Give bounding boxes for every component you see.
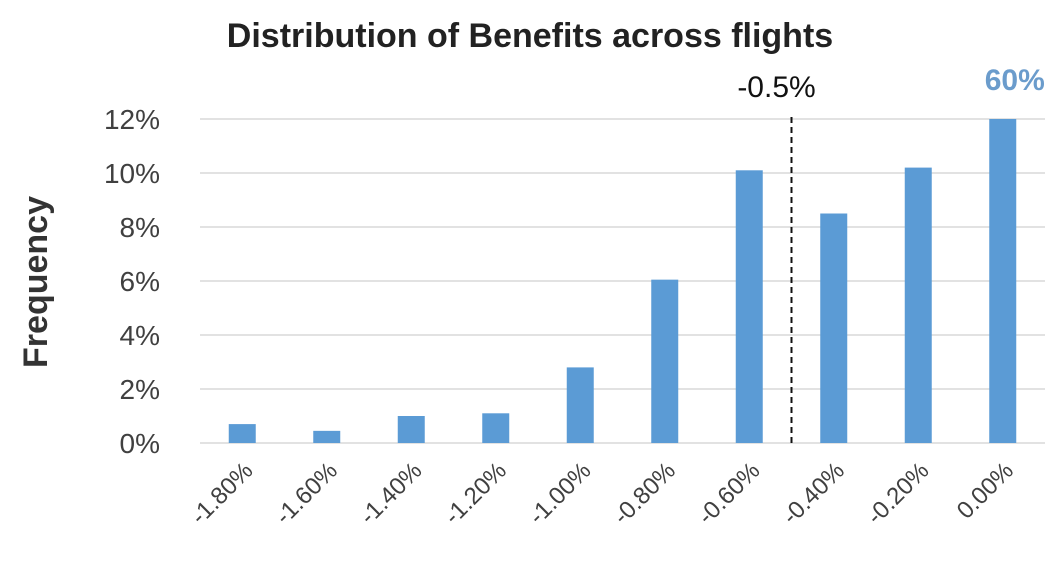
x-tick-label: -0.40% bbox=[777, 457, 850, 530]
bar bbox=[228, 424, 256, 443]
y-tick-label: 12% bbox=[104, 104, 160, 135]
y-tick-label: 2% bbox=[120, 374, 160, 405]
x-tick-label: -0.20% bbox=[862, 457, 935, 530]
y-tick-label: 4% bbox=[120, 320, 160, 351]
y-tick-label: 6% bbox=[120, 266, 160, 297]
x-axis-ticks: -1.80% -1.60% -1.40% -1.20% -1.00% -0.80% -0.6… bbox=[186, 457, 1019, 530]
bar bbox=[904, 167, 932, 443]
y-tick-label: 8% bbox=[120, 212, 160, 243]
bars bbox=[228, 119, 1017, 444]
y-axis-label: Frequency bbox=[17, 196, 55, 368]
threshold-label: -0.5% bbox=[737, 71, 815, 104]
gridlines bbox=[200, 118, 1045, 444]
bar bbox=[820, 213, 848, 443]
x-tick-label: -1.00% bbox=[524, 457, 597, 530]
bar bbox=[566, 367, 594, 443]
x-tick-label: -1.40% bbox=[355, 457, 428, 530]
y-axis-ticks: 0% 2% 4% 6% 8% 10% 12% bbox=[104, 104, 160, 459]
bar bbox=[482, 413, 510, 443]
chart-title: Distribution of Benefits across flights bbox=[227, 17, 833, 55]
x-tick-label: -1.60% bbox=[270, 457, 343, 530]
bar bbox=[313, 430, 341, 443]
y-tick-label: 10% bbox=[104, 158, 160, 189]
bar bbox=[651, 279, 679, 443]
x-tick-label: 0.00% bbox=[952, 457, 1019, 524]
y-tick-label: 0% bbox=[120, 428, 160, 459]
x-tick-label: -1.80% bbox=[186, 457, 259, 530]
x-tick-label: -1.20% bbox=[439, 457, 512, 530]
bar bbox=[989, 119, 1017, 443]
bar bbox=[735, 170, 763, 444]
x-tick-label: -0.60% bbox=[693, 457, 766, 530]
bar bbox=[397, 416, 425, 443]
x-tick-label: -0.80% bbox=[608, 457, 681, 530]
top-bar-callout: 60% bbox=[985, 64, 1045, 97]
